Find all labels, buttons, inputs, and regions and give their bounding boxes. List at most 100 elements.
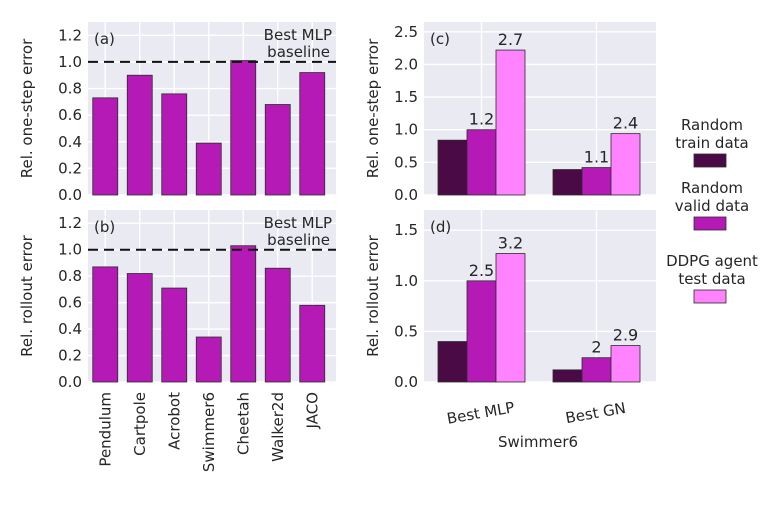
bar-value-label: 2.7 <box>498 30 523 49</box>
x-tick-label: Cheetah <box>234 392 252 455</box>
bar-value-label: 2 <box>591 338 601 357</box>
bar-cartpole <box>126 273 153 383</box>
bar-swimmer6 <box>195 336 222 383</box>
bar-best-gn-series-2 <box>610 133 641 196</box>
panel-label: (a) <box>94 30 115 48</box>
y-tick-label: 1.0 <box>58 241 82 259</box>
legend-swatch <box>693 289 727 304</box>
bar-cheetah <box>230 245 257 383</box>
y-tick-label: 0.4 <box>58 320 82 338</box>
y-tick-label: 0.5 <box>394 322 418 340</box>
bar-value-label: 3.2 <box>498 234 523 253</box>
y-tick-label: 0.5 <box>394 153 418 171</box>
x-tick-label: Swimmer6 <box>200 392 218 472</box>
x-tick-label: Pendulum <box>96 392 114 467</box>
x-tick-label: Acrobot <box>165 392 183 450</box>
x-tick-label: Walker2d <box>269 392 287 462</box>
x-tick-label: Best GN <box>564 399 627 427</box>
y-tick-label: 0.0 <box>394 186 418 204</box>
y-tick-label: 0.0 <box>58 373 82 391</box>
y-axis-label: Rel. one-step error <box>18 38 36 178</box>
legend-label: train data <box>675 134 748 152</box>
bar-swimmer6 <box>195 142 222 196</box>
y-tick-label: 1.0 <box>394 272 418 290</box>
legend-label: valid data <box>675 197 749 215</box>
y-tick-label: 0.8 <box>58 80 82 98</box>
panel-label: (c) <box>430 30 450 48</box>
y-tick-label: 1.2 <box>58 214 82 232</box>
bar-jaco <box>299 304 326 383</box>
bar-best-mlp-series-1 <box>466 280 497 383</box>
bar-cartpole <box>126 74 153 196</box>
y-tick-label: 1.5 <box>394 88 418 106</box>
bar-best-gn-series-1 <box>581 357 612 383</box>
legend-swatch <box>693 216 727 231</box>
x-axis-label: Swimmer6 <box>498 433 578 451</box>
y-axis-label: Rel. one-step error <box>364 38 382 178</box>
bar-best-mlp-series-2 <box>495 253 526 383</box>
bar-best-gn-series-2 <box>610 345 641 383</box>
y-tick-label: 1.2 <box>58 26 82 44</box>
y-tick-label: 0.0 <box>394 373 418 391</box>
bar-best-mlp-series-0 <box>437 139 468 196</box>
bar-value-label: 2.5 <box>469 261 494 280</box>
x-tick-label: Cartpole <box>131 392 149 456</box>
y-axis-label: Rel. rollout error <box>18 234 36 357</box>
bar-cheetah <box>230 60 257 196</box>
y-tick-label: 0.2 <box>58 159 82 177</box>
y-tick-label: 0.6 <box>58 106 82 124</box>
panel-label: (b) <box>94 218 115 236</box>
y-tick-label: 2.0 <box>394 55 418 73</box>
bar-value-label: 1.2 <box>469 110 494 129</box>
y-tick-label: 1.0 <box>394 121 418 139</box>
y-tick-label: 0.4 <box>58 133 82 151</box>
x-tick-label: JACO <box>303 392 321 429</box>
legend-label: test data <box>678 270 745 288</box>
legend-label: DDPG agent <box>666 252 758 270</box>
bar-acrobot <box>161 287 188 383</box>
panel-c: 0.0 0.5 1.0 1.5 2.0 2.5 1.2 2.7 1.12.4 (c) Rel. on… <box>364 22 656 204</box>
baseline-label: Best MLP <box>264 26 332 44</box>
y-tick-label: 2.5 <box>394 23 418 41</box>
bars <box>92 245 326 383</box>
panel-label: (d) <box>430 218 451 236</box>
y-tick-label: 0.6 <box>58 294 82 312</box>
y-tick-label: 0.0 <box>58 186 82 204</box>
bar-best-mlp-series-1 <box>466 129 497 196</box>
legend-swatch <box>693 153 727 168</box>
panel-d: 0.0 0.5 1.0 1.5 2.53.2 2 2.9 (d) Rel. rollout er… <box>364 210 656 451</box>
bar-value-label: 2.9 <box>613 326 638 345</box>
bar-best-mlp-series-2 <box>495 49 526 196</box>
bars <box>92 60 326 196</box>
bar-value-label: 2.4 <box>613 114 638 133</box>
y-tick-label: 0.2 <box>58 347 82 365</box>
bar-walker2d <box>264 267 291 383</box>
legend-label: Random <box>681 116 743 134</box>
bar-pendulum <box>92 97 119 196</box>
bar-walker2d <box>264 104 291 196</box>
legend-label: Random <box>681 179 743 197</box>
y-axis-label: Rel. rollout error <box>364 234 382 357</box>
baseline-label: Best MLP <box>264 214 332 232</box>
y-tick-label: 1.0 <box>58 53 82 71</box>
bar-best-gn-series-1 <box>581 167 612 196</box>
x-tick-label: Best MLP <box>445 398 515 428</box>
y-tick-label: 1.5 <box>394 221 418 239</box>
baseline-label: baseline <box>267 43 330 61</box>
bar-acrobot <box>161 93 188 196</box>
bar-best-gn-series-0 <box>552 369 583 383</box>
y-tick-label: 0.8 <box>58 267 82 285</box>
bar-jaco <box>299 72 326 196</box>
baseline-label: baseline <box>267 231 330 249</box>
bar-best-gn-series-0 <box>552 169 583 196</box>
bar-value-label: 1.1 <box>584 148 609 167</box>
bars <box>437 49 641 196</box>
